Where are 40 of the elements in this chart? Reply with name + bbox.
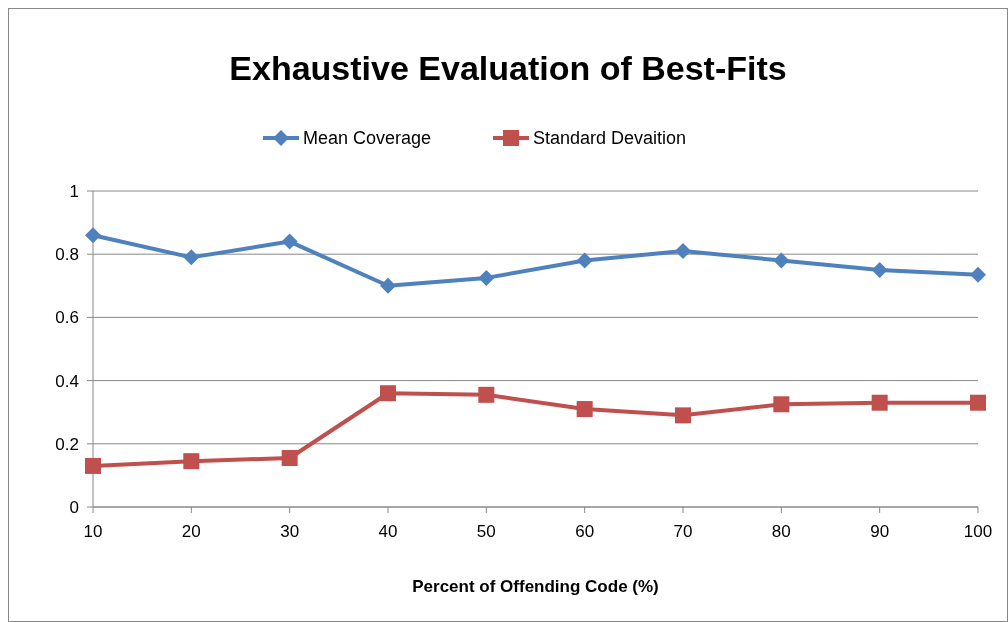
y-tick-label: 0.2 bbox=[55, 434, 79, 454]
point bbox=[970, 266, 986, 283]
point bbox=[85, 457, 101, 474]
chart-title: Exhaustive Evaluation of Best-Fits bbox=[229, 49, 787, 87]
point bbox=[576, 401, 593, 418]
y-tick-label: 0.8 bbox=[55, 245, 79, 265]
x-tick-label: 50 bbox=[476, 522, 496, 541]
point bbox=[970, 394, 986, 411]
point bbox=[675, 407, 691, 424]
point bbox=[576, 252, 593, 269]
y-tick-label: 1 bbox=[69, 181, 79, 201]
y-tick-label: 0 bbox=[69, 497, 79, 517]
x-tick-label: 100 bbox=[963, 522, 993, 541]
legend-label: Standard Devaition bbox=[533, 128, 687, 149]
x-tick-label: 80 bbox=[771, 522, 791, 541]
point bbox=[773, 252, 790, 269]
y-tick-label: 0.6 bbox=[55, 308, 79, 328]
point bbox=[478, 269, 495, 286]
point bbox=[871, 262, 888, 278]
x-tick-label: 30 bbox=[280, 522, 300, 541]
point bbox=[380, 277, 396, 294]
x-tick-label: 60 bbox=[575, 522, 595, 541]
x-tick-label: 40 bbox=[378, 522, 398, 541]
point bbox=[183, 249, 200, 266]
x-tick-label: 10 bbox=[83, 522, 103, 541]
point bbox=[773, 396, 790, 413]
point bbox=[380, 385, 396, 402]
point bbox=[281, 233, 298, 250]
point bbox=[675, 243, 691, 260]
x-axis-title: Percent of Offending Code (%) bbox=[412, 577, 659, 596]
y-tick-label: 0.4 bbox=[55, 371, 79, 391]
point bbox=[183, 453, 200, 470]
point bbox=[478, 386, 495, 403]
x-tick-label: 90 bbox=[870, 522, 890, 541]
point bbox=[871, 394, 888, 411]
x-tick-label: 70 bbox=[673, 522, 693, 541]
point bbox=[281, 450, 298, 467]
x-tick-label: 20 bbox=[181, 522, 201, 541]
legend-label: Mean Coverage bbox=[303, 128, 432, 149]
point bbox=[85, 227, 101, 244]
